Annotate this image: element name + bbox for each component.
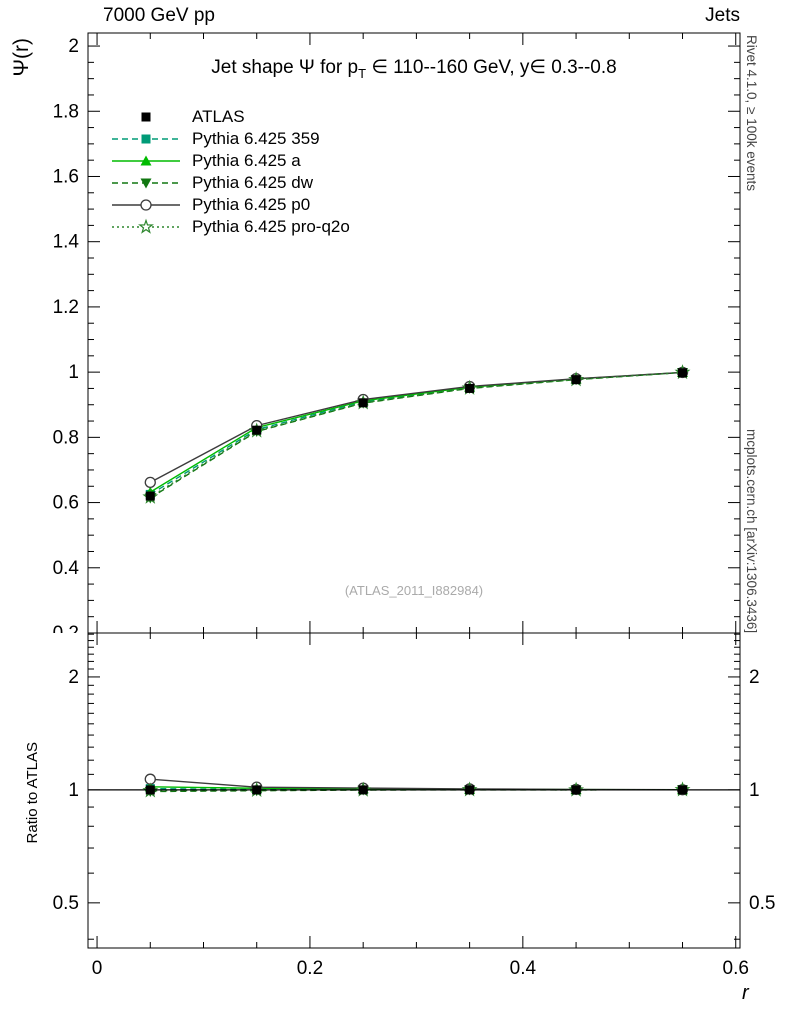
y-axis-label-ratio: Ratio to ATLAS: [24, 742, 41, 844]
ratio-y-tick-labels-left: 0.5 1 2: [53, 667, 79, 914]
svg-text:0.2: 0.2: [53, 623, 79, 644]
pythia-6-425-a-sample-icon: [112, 155, 180, 166]
mcplots-arxiv-note: mcplots.cern.ch [arXiv:1306.3436]: [744, 428, 759, 633]
legend-item-pythia-dw: Pythia 6.425 dw: [110, 172, 350, 194]
plot-title-pre: Jet shape Ψ for p: [211, 57, 359, 78]
pythia-6-425-p0-sample-icon: [112, 199, 180, 211]
legend-sample: [110, 218, 182, 236]
svg-text:1.6: 1.6: [53, 166, 79, 187]
legend-sample: [110, 174, 182, 192]
legend-item-pythia-p0: Pythia 6.425 p0: [110, 194, 350, 216]
svg-text:0.4: 0.4: [510, 958, 537, 979]
pythia-6-425-dw-sample-icon: [112, 178, 180, 189]
legend-sample: [110, 152, 182, 170]
x-axis-label: r: [742, 982, 749, 1004]
svg-text:2: 2: [68, 667, 79, 688]
plot-title-post: ∈ 110--160 GeV, y∈ 0.3--0.8: [366, 57, 617, 78]
legend-sample: [110, 130, 182, 148]
beam-label: 7000 GeV pp: [103, 5, 215, 26]
legend-label: Pythia 6.425 a: [192, 151, 301, 170]
legend-item-pythia-pro-q2o: Pythia 6.425 pro-q2o: [110, 216, 350, 238]
legend-item-pythia-359: Pythia 6.425 359: [110, 128, 350, 150]
process-label: Jets: [705, 5, 740, 26]
legend-label: Pythia 6.425 359: [192, 129, 320, 148]
svg-text:0.8: 0.8: [53, 427, 79, 448]
legend: ATLAS Pythia 6.425 359 Pythia 6.425 a Py…: [110, 106, 350, 238]
x-tick-labels: 0 0.2 0.4 0.6: [92, 958, 749, 979]
ratio-y-tick-labels-right: 0.5 1 2: [749, 667, 775, 914]
atlas-sample-icon: [141, 112, 151, 122]
svg-text:0.5: 0.5: [53, 893, 79, 914]
legend-label: Pythia 6.425 pro-q2o: [192, 217, 350, 236]
svg-text:1.8: 1.8: [53, 101, 79, 122]
legend-item-atlas: ATLAS: [110, 106, 350, 128]
svg-text:0.4: 0.4: [53, 558, 80, 579]
top-panel-series: [142, 364, 691, 504]
svg-text:1: 1: [68, 362, 79, 383]
svg-text:0.6: 0.6: [53, 493, 79, 514]
svg-text:0.2: 0.2: [297, 958, 323, 979]
legend-item-pythia-a: Pythia 6.425 a: [110, 150, 350, 172]
svg-text:0: 0: [92, 958, 103, 979]
svg-text:1.4: 1.4: [53, 232, 80, 253]
plot-title-sub: T: [358, 65, 367, 81]
svg-text:0.5: 0.5: [749, 893, 775, 914]
svg-text:1: 1: [749, 780, 760, 801]
pythia-6-425-pro-q2o-sample-icon: [112, 218, 180, 234]
pythia-6-425-359-sample-icon: [112, 134, 180, 144]
axis-ticks: [88, 33, 740, 948]
legend-label: Pythia 6.425 p0: [192, 195, 311, 214]
rivet-version-note: Rivet 4.1.0, ≥ 100k events: [744, 35, 759, 191]
legend-label: Pythia 6.425 dw: [192, 173, 313, 192]
ratio-panel-series: [88, 773, 740, 798]
legend-label: ATLAS: [192, 107, 245, 126]
svg-text:1.2: 1.2: [53, 297, 79, 318]
svg-text:2: 2: [749, 667, 760, 688]
plot-title: Jet shape Ψ for pT ∈ 110--160 GeV, y∈ 0.…: [88, 56, 740, 81]
svg-text:2: 2: [68, 36, 79, 57]
legend-sample: [110, 108, 182, 126]
legend-sample: [110, 196, 182, 214]
y-axis-label-top: Ψ(r): [10, 38, 33, 77]
svg-text:1: 1: [68, 780, 79, 801]
analysis-id-watermark: (ATLAS_2011_I882984): [344, 583, 484, 598]
plot-frames: [87, 32, 741, 949]
svg-text:0.6: 0.6: [723, 958, 749, 979]
top-y-tick-labels: 0.2 0.4 0.6 0.8 1 1.2 1.4 1.6 1.8 2: [53, 36, 80, 644]
